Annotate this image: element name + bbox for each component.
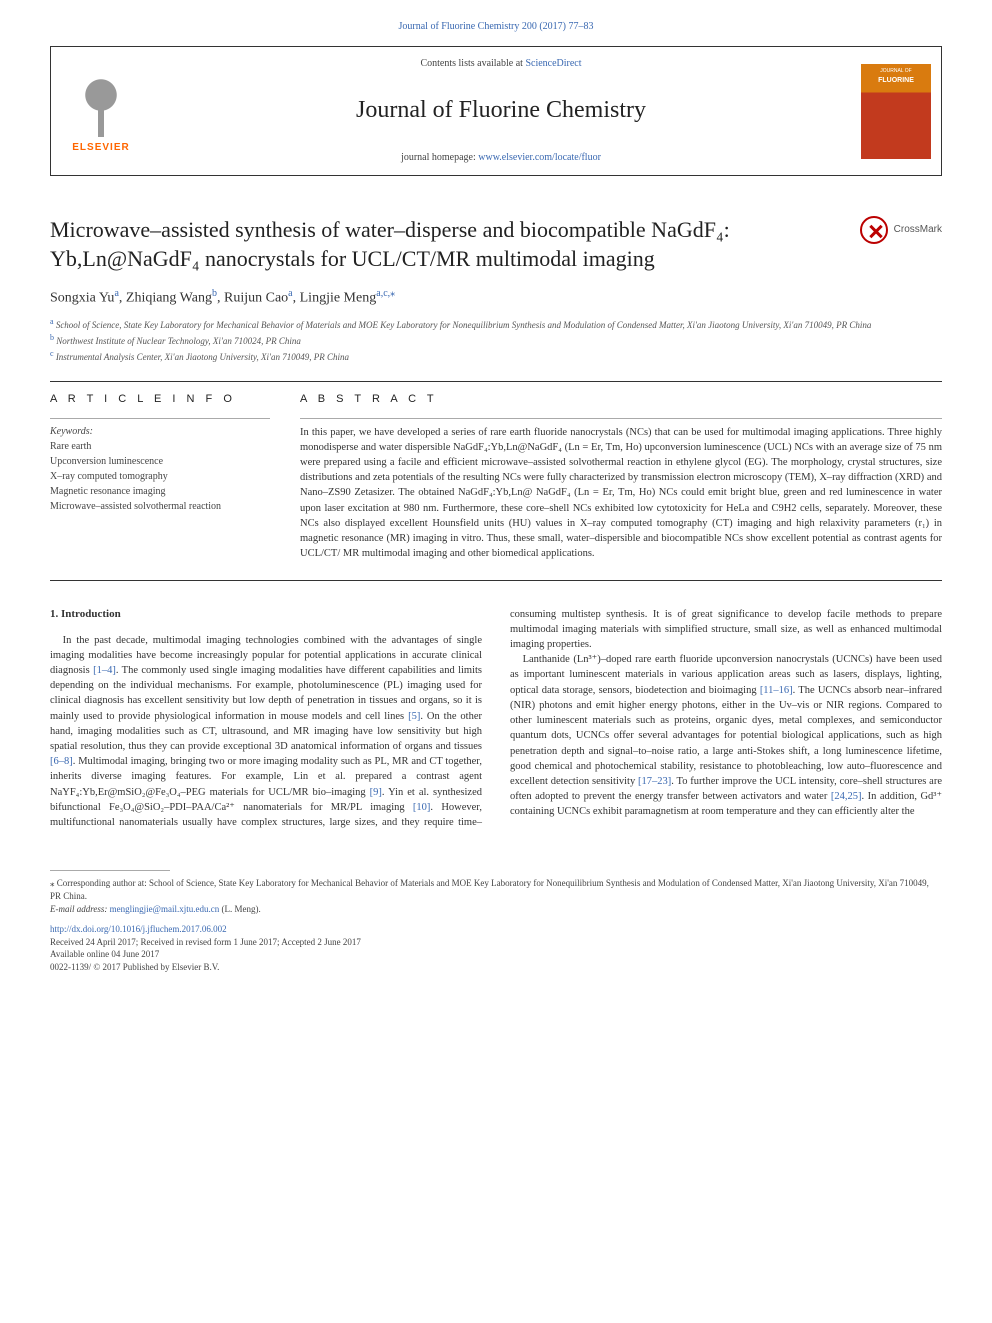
article-info-rule (50, 418, 270, 419)
ref-link-5[interactable]: [5] (408, 711, 420, 722)
footnote-block: ⁎ Corresponding author at: School of Sci… (50, 870, 942, 973)
journal-cover (851, 47, 941, 175)
ref-link-1-4[interactable]: [1–4] (93, 665, 116, 676)
keyword-item: Rare earth (50, 439, 270, 454)
crossmark-icon (860, 216, 888, 244)
ref-link-17-23[interactable]: [17–23] (638, 776, 671, 787)
doi-link[interactable]: http://dx.doi.org/10.1016/j.jfluchem.201… (50, 923, 942, 936)
keywords-list: Rare earthUpconversion luminescenceX–ray… (50, 439, 270, 514)
email-line: E-mail address: menglingjie@mail.xjtu.ed… (50, 903, 942, 916)
available-online-line: Available online 04 June 2017 (50, 948, 942, 961)
elsevier-brand-text: ELSEVIER (72, 141, 129, 155)
ref-link-11-16[interactable]: [11–16] (760, 685, 793, 696)
keyword-item: Microwave–assisted solvothermal reaction (50, 499, 270, 514)
header-center: Contents lists available at ScienceDirec… (151, 47, 851, 175)
email-label: E-mail address: (50, 904, 110, 914)
affiliation-item: c Instrumental Analysis Center, Xi'an Ji… (50, 348, 942, 364)
authors-line: Songxia Yua, Zhiqiang Wangb, Ruijun Caoa… (50, 287, 942, 308)
separator-top (50, 381, 942, 382)
ref-link-24-25[interactable]: [24,25] (831, 791, 862, 802)
abstract-heading: A B S T R A C T (300, 392, 942, 407)
contents-prefix: Contents lists available at (420, 58, 525, 69)
ref-link-10[interactable]: [10] (413, 802, 431, 813)
keyword-item: Magnetic resonance imaging (50, 484, 270, 499)
journal-name: Journal of Fluorine Chemistry (356, 94, 646, 128)
journal-homepage-line: journal homepage: www.elsevier.com/locat… (401, 151, 601, 165)
body-columns: 1. Introduction In the past decade, mult… (50, 607, 942, 831)
footnote-rule (50, 870, 170, 871)
elsevier-logo: ELSEVIER (51, 47, 151, 175)
section-1-heading: 1. Introduction (50, 607, 482, 623)
journal-homepage-link[interactable]: www.elsevier.com/locate/fluor (478, 152, 601, 163)
keyword-item: X–ray computed tomography (50, 469, 270, 484)
elsevier-tree-icon (71, 67, 131, 137)
crossmark-label: CrossMark (894, 223, 942, 237)
article-title: Microwave–assisted synthesis of water–di… (50, 216, 840, 273)
abstract-text: In this paper, we have developed a serie… (300, 425, 942, 562)
top-citation-link[interactable]: Journal of Fluorine Chemistry 200 (2017)… (399, 21, 594, 32)
article-info-block: A R T I C L E I N F O Keywords: Rare ear… (50, 392, 270, 561)
contents-available-line: Contents lists available at ScienceDirec… (420, 57, 581, 71)
crossmark-badge[interactable]: CrossMark (860, 216, 942, 244)
affiliation-item: a School of Science, State Key Laborator… (50, 316, 942, 332)
email-person: (L. Meng). (219, 904, 261, 914)
corresponding-author-note: ⁎ Corresponding author at: School of Sci… (50, 877, 942, 902)
abstract-rule (300, 418, 942, 419)
journal-cover-thumbnail-icon (861, 64, 931, 159)
affiliations: a School of Science, State Key Laborator… (50, 316, 942, 363)
abstract-block: A B S T R A C T In this paper, we have d… (300, 392, 942, 561)
separator-bottom (50, 580, 942, 581)
keyword-item: Upconversion luminescence (50, 454, 270, 469)
keywords-label: Keywords: (50, 425, 270, 439)
ref-link-6-8[interactable]: [6–8] (50, 756, 73, 767)
intro-paragraph-2: Lanthanide (Ln³⁺)–doped rare earth fluor… (510, 652, 942, 819)
sciencedirect-link[interactable]: ScienceDirect (525, 58, 581, 69)
journal-header: ELSEVIER Contents lists available at Sci… (50, 46, 942, 176)
received-line: Received 24 April 2017; Received in revi… (50, 936, 942, 949)
ref-link-9[interactable]: [9] (370, 787, 382, 798)
author-email-link[interactable]: menglingjie@mail.xjtu.edu.cn (110, 904, 220, 914)
homepage-prefix: journal homepage: (401, 152, 478, 163)
article-info-heading: A R T I C L E I N F O (50, 392, 270, 407)
copyright-line: 0022-1139/ © 2017 Published by Elsevier … (50, 961, 942, 974)
affiliation-item: b Northwest Institute of Nuclear Technol… (50, 332, 942, 348)
top-citation: Journal of Fluorine Chemistry 200 (2017)… (50, 20, 942, 34)
